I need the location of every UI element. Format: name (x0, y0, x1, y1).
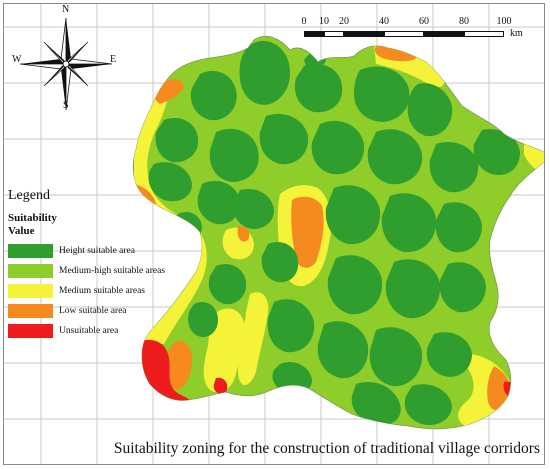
scale-tick: 40 (379, 16, 389, 27)
scale-tick: 0 (301, 16, 307, 27)
map-frame: N S W E 0 10 20 40 60 80 100 km Legend S… (3, 3, 545, 465)
south-label: S (63, 100, 69, 111)
west-label: W (12, 54, 22, 65)
scale-tick: 20 (339, 16, 349, 27)
legend-title: Legend (8, 188, 50, 203)
scale-segment (464, 31, 504, 37)
legend-label: Unsuitable area (59, 326, 119, 336)
legend-swatch (8, 304, 53, 318)
legend-heading: Suitability (8, 212, 57, 224)
north-label: N (62, 4, 70, 15)
legend-swatch (8, 244, 53, 258)
scale-segment (324, 31, 344, 37)
scale-tick: 80 (459, 16, 469, 27)
legend-swatch (8, 264, 53, 278)
north-arrow (19, 17, 113, 111)
legend-item: Medium suitable areas (8, 284, 208, 298)
legend-item: Height suitable area (8, 244, 208, 258)
scale-tick: 60 (419, 16, 429, 27)
legend-item: Low suitable area (8, 304, 208, 318)
high-suitable-zones (148, 40, 520, 426)
map-caption: Suitability zoning for the construction … (113, 440, 540, 457)
legend-label: Medium-high suitable areas (59, 266, 166, 276)
scale-segment (304, 31, 324, 37)
legend-item: Unsuitable area (8, 324, 208, 338)
legend-label: Low suitable area (59, 306, 127, 316)
legend-subheading: Value (8, 225, 35, 237)
east-label: E (110, 54, 117, 65)
scale-segment (424, 31, 464, 37)
low-suitable-zones (134, 45, 512, 411)
scale-tick: 100 (496, 16, 512, 27)
compass-rose-icon (19, 17, 113, 111)
scale-segment (344, 31, 384, 37)
legend-label: Medium suitable areas (59, 286, 146, 296)
suitability-map (4, 4, 544, 464)
scale-tick: 10 (319, 16, 329, 27)
legend-label: Height suitable area (59, 246, 135, 256)
scale-segment (384, 31, 424, 37)
scale-bar: 0 10 20 40 60 80 100 km (300, 16, 530, 46)
legend-item: Medium-high suitable areas (8, 264, 208, 278)
legend-swatch (8, 284, 53, 298)
legend-swatch (8, 324, 53, 338)
legend: Legend Suitability Value Height suitable… (8, 188, 208, 338)
scale-unit: km (510, 28, 523, 39)
